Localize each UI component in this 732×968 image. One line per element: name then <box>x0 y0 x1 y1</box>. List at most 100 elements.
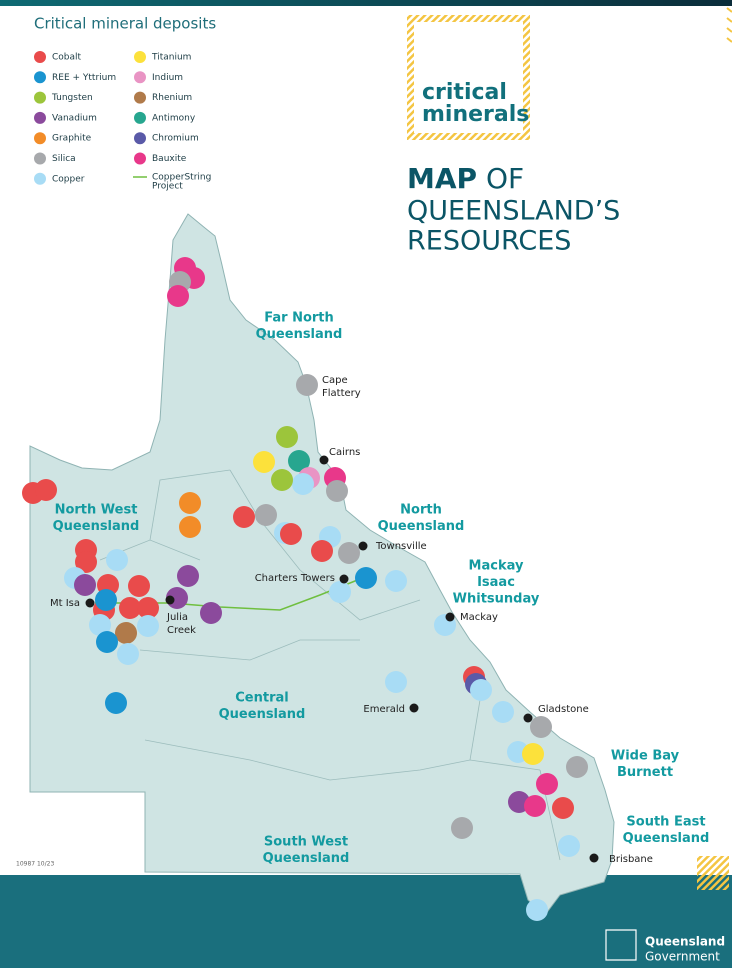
deposit-marker <box>492 701 514 723</box>
legend-swatch <box>34 51 46 63</box>
region-label: Queensland <box>263 851 350 866</box>
region-label: North <box>400 503 442 518</box>
city-dot <box>85 598 95 608</box>
legend-label: Project <box>152 182 183 192</box>
legend-label: Antimony <box>152 113 196 123</box>
deposit-marker <box>326 480 348 502</box>
place-label: Charters Towers <box>255 573 335 584</box>
region-label: Queensland <box>53 519 140 534</box>
deposit-marker <box>470 679 492 701</box>
legend-swatch <box>134 111 146 124</box>
deposit-marker <box>105 692 127 714</box>
deposit-marker <box>137 615 159 637</box>
legend-label: Vanadium <box>52 113 97 123</box>
region-label: Burnett <box>617 765 673 780</box>
city-dot <box>445 612 455 622</box>
deposit-marker <box>75 551 97 573</box>
region-label: Far North <box>264 311 334 326</box>
deposit-marker <box>355 567 377 589</box>
region-label: Queensland <box>623 831 710 846</box>
deposit-marker <box>311 540 333 562</box>
deposit-marker <box>96 631 118 653</box>
region-boundaries <box>99 469 561 861</box>
region-label: North West <box>55 503 138 518</box>
logo-text: critical <box>422 80 507 105</box>
legend-label: Bauxite <box>152 154 187 164</box>
region-label: Mackay <box>469 559 524 574</box>
logo-inner <box>414 22 523 133</box>
legend-swatch <box>34 172 46 185</box>
region-label: Wide Bay <box>611 749 680 764</box>
deposit-marker <box>253 451 275 473</box>
deposit-marker <box>89 614 111 636</box>
place-label: Julia <box>166 612 188 623</box>
deposit-marker <box>119 597 141 619</box>
deposit-marker <box>566 756 588 778</box>
deposit-marker <box>117 643 139 665</box>
place-label: Mt Isa <box>50 598 80 609</box>
deposit-marker <box>179 492 201 514</box>
qld-gov-crest <box>605 929 637 961</box>
deposit-marker <box>137 597 159 619</box>
city-dot <box>409 703 419 713</box>
deposit-marker <box>558 835 580 857</box>
legend-swatch <box>134 51 146 63</box>
heading-line: QUEENSLAND’S <box>407 196 620 227</box>
region-label: Queensland <box>256 327 343 342</box>
region-label: South West <box>264 835 348 850</box>
city-dot <box>319 455 329 465</box>
deposit-marker <box>95 589 117 611</box>
queensland-outline <box>29 213 615 916</box>
corner-hatch <box>726 7 732 43</box>
logo-text: minerals <box>422 102 529 127</box>
deposit-marker <box>128 575 150 597</box>
legend-swatch <box>34 132 46 145</box>
place-label: Creek <box>167 625 196 636</box>
city-dot <box>358 541 368 551</box>
heading-bold: MAP <box>407 162 477 195</box>
deposit-marker <box>255 504 277 526</box>
deposit-marker <box>329 581 351 603</box>
deposit-marker <box>338 542 360 564</box>
place-label: Townsville <box>375 541 427 552</box>
legend-swatch <box>34 71 46 84</box>
deposit-marker <box>288 450 310 472</box>
deposit-marker <box>106 549 128 571</box>
org-name: Queensland <box>645 935 725 949</box>
deposit-marker <box>177 565 199 587</box>
deposit-marker <box>522 743 544 765</box>
legend-label: Copper <box>52 174 85 184</box>
deposit-marker <box>524 795 546 817</box>
deposit-marker <box>385 570 407 592</box>
place-label: Flattery <box>322 388 361 399</box>
legend-label: CopperString <box>152 173 211 183</box>
deposit-marker <box>530 716 552 738</box>
region-label: Queensland <box>378 519 465 534</box>
legend-swatch <box>34 152 46 165</box>
region-label: Central <box>235 691 288 706</box>
legend-label: Tungsten <box>51 93 93 103</box>
deposit-marker <box>385 671 407 693</box>
footer-band <box>0 875 732 968</box>
legend-swatch <box>134 71 146 84</box>
legend-swatch <box>134 91 146 104</box>
deposit-marker <box>271 469 293 491</box>
city-dot <box>339 574 349 584</box>
legend-label: Cobalt <box>52 53 82 63</box>
logo: critical minerals <box>407 15 530 140</box>
deposit-marker <box>451 817 473 839</box>
city-dot <box>523 713 533 723</box>
place-label: Cairns <box>329 447 360 458</box>
place-label: Gladstone <box>538 704 589 715</box>
legend-label: Graphite <box>52 134 92 144</box>
deposit-marker <box>526 899 548 921</box>
city-dot <box>165 595 175 605</box>
legend-swatch <box>34 111 46 124</box>
place-label: Emerald <box>363 704 405 715</box>
org-name: Government <box>645 950 720 964</box>
deposit-marker <box>536 773 558 795</box>
deposit-marker <box>74 574 96 596</box>
footer-hatch <box>697 856 729 890</box>
legend-title: Critical mineral deposits <box>34 15 216 33</box>
deposit-marker <box>296 374 318 396</box>
